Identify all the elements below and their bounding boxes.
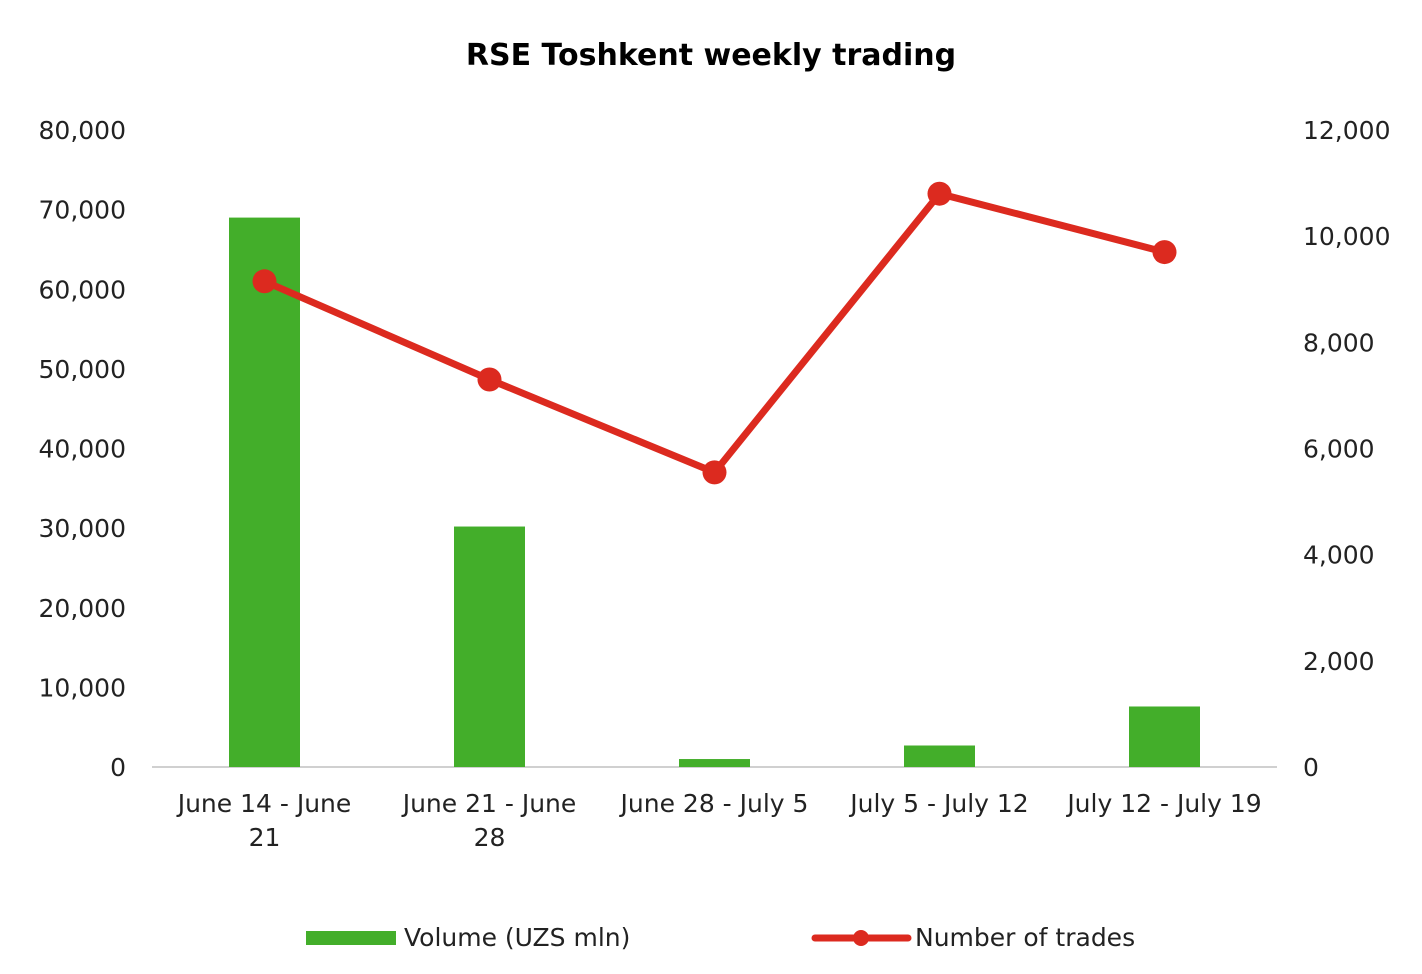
left-tick-label: 0 <box>110 753 126 782</box>
category-label: June 14 - June <box>176 789 352 818</box>
trades-point <box>252 269 277 294</box>
trades-point <box>927 181 952 206</box>
right-axis: 0 2,000 4,000 6,000 8,000 10,000 12,000 <box>1303 116 1390 782</box>
volume-bar <box>1129 706 1200 767</box>
trades-line <box>261 190 1168 476</box>
category-label: July 12 - July 19 <box>1065 789 1261 818</box>
left-axis: 0 10,000 20,000 30,000 40,000 50,000 60,000 70,… <box>39 116 126 782</box>
category-label: 21 <box>249 823 281 852</box>
left-tick-label: 50,000 <box>39 355 126 384</box>
category-label: June 21 - June <box>401 789 577 818</box>
left-tick-label: 40,000 <box>39 435 126 464</box>
category-labels: June 14 - June 21 June 21 - June 28 June 28 … <box>176 789 1262 852</box>
category-label: July 5 - July 12 <box>848 789 1028 818</box>
legend-label-trades: Number of trades <box>915 923 1135 952</box>
category-label: June 28 - July 5 <box>619 789 809 818</box>
volume-bar <box>679 759 750 767</box>
left-tick-label: 10,000 <box>39 673 126 702</box>
trades-point <box>1152 240 1177 265</box>
legend-swatch-trades-marker <box>853 930 869 946</box>
trades-point <box>702 460 727 485</box>
right-tick-label: 2,000 <box>1303 647 1375 676</box>
right-tick-label: 4,000 <box>1303 541 1375 570</box>
trades-point <box>477 367 502 392</box>
legend-swatch-volume <box>306 931 396 945</box>
legend: Volume (UZS mln) Number of trades <box>306 923 1135 952</box>
right-tick-label: 6,000 <box>1303 435 1375 464</box>
volume-bar <box>904 745 975 767</box>
right-tick-label: 0 <box>1303 753 1319 782</box>
category-label: 28 <box>474 823 506 852</box>
right-tick-label: 8,000 <box>1303 328 1375 357</box>
left-tick-label: 60,000 <box>39 275 126 304</box>
left-tick-label: 30,000 <box>39 514 126 543</box>
left-tick-label: 20,000 <box>39 594 126 623</box>
right-tick-label: 12,000 <box>1303 116 1390 145</box>
left-tick-label: 80,000 <box>39 116 126 145</box>
volume-bar <box>229 217 300 767</box>
left-tick-label: 70,000 <box>39 196 126 225</box>
trades-line-layer <box>252 181 1177 485</box>
legend-label-volume: Volume (UZS mln) <box>404 923 630 952</box>
volume-bar <box>454 526 525 767</box>
right-tick-label: 10,000 <box>1303 222 1390 251</box>
volume-bars <box>229 217 1200 767</box>
chart-title: RSE Toshkent weekly trading <box>466 38 956 73</box>
